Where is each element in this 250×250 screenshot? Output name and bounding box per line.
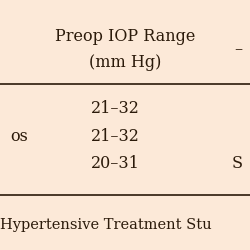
Text: 21–32: 21–32	[90, 100, 140, 117]
Text: Hypertensive Treatment Stu: Hypertensive Treatment Stu	[0, 218, 212, 232]
Text: (mm Hg): (mm Hg)	[89, 54, 161, 71]
Text: S: S	[232, 155, 242, 172]
Text: os: os	[10, 128, 28, 145]
Text: Preop IOP Range: Preop IOP Range	[55, 28, 195, 45]
Text: 21–32: 21–32	[90, 128, 140, 145]
Text: 20–31: 20–31	[90, 155, 140, 172]
Text: –: –	[234, 42, 242, 58]
